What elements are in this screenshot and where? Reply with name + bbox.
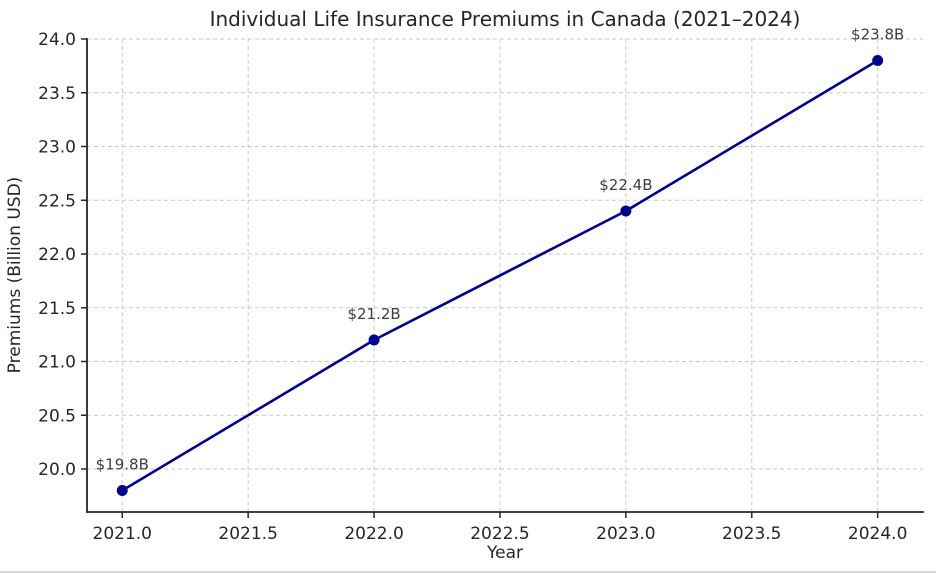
y-axis-label: Premiums (Billion USD) xyxy=(5,177,25,374)
y-tick-label: 21.0 xyxy=(38,353,76,373)
grid-lines xyxy=(87,38,923,512)
data-series xyxy=(116,55,884,496)
y-tick-label: 21.5 xyxy=(38,299,76,319)
y-tick-label: 23.0 xyxy=(38,138,76,158)
axis-tick-labels: 2021.0 2021.5 2022.0 2022.5 2023.0 2023.5 2024… xyxy=(38,30,907,544)
y-tick-label: 23.5 xyxy=(38,84,76,104)
x-tick-label: 2023.5 xyxy=(722,524,781,544)
chart-title: Individual Life Insurance Premiums in Ca… xyxy=(210,7,801,31)
axis-spines xyxy=(86,38,924,513)
data-point-label: $22.4B xyxy=(599,176,652,194)
data-point-label: $23.8B xyxy=(851,26,904,44)
x-tick-label: 2024.0 xyxy=(848,524,907,544)
y-tick-label: 22.0 xyxy=(38,245,76,265)
point-annotations: $19.8B $21.2B $22.4B $23.8B xyxy=(96,26,905,474)
y-tick-label: 24.0 xyxy=(38,30,76,50)
data-point-label: $21.2B xyxy=(347,305,400,323)
data-point-marker xyxy=(872,55,884,66)
data-point-marker xyxy=(368,334,380,346)
y-tick-label: 20.5 xyxy=(38,406,76,426)
axis-tick-marks xyxy=(81,38,879,518)
data-point-marker xyxy=(620,205,632,217)
x-tick-label: 2021.0 xyxy=(93,524,152,544)
data-point-label: $19.8B xyxy=(96,456,149,474)
y-tick-label: 22.5 xyxy=(38,191,76,211)
x-tick-label: 2022.5 xyxy=(470,524,529,544)
data-point-marker xyxy=(116,485,128,496)
x-axis-label: Year xyxy=(486,543,523,563)
x-tick-label: 2021.5 xyxy=(218,524,277,544)
y-tick-label: 20.0 xyxy=(38,460,76,480)
series-line xyxy=(120,59,879,492)
x-tick-label: 2023.0 xyxy=(596,524,655,544)
x-tick-label: 2022.0 xyxy=(344,524,403,544)
